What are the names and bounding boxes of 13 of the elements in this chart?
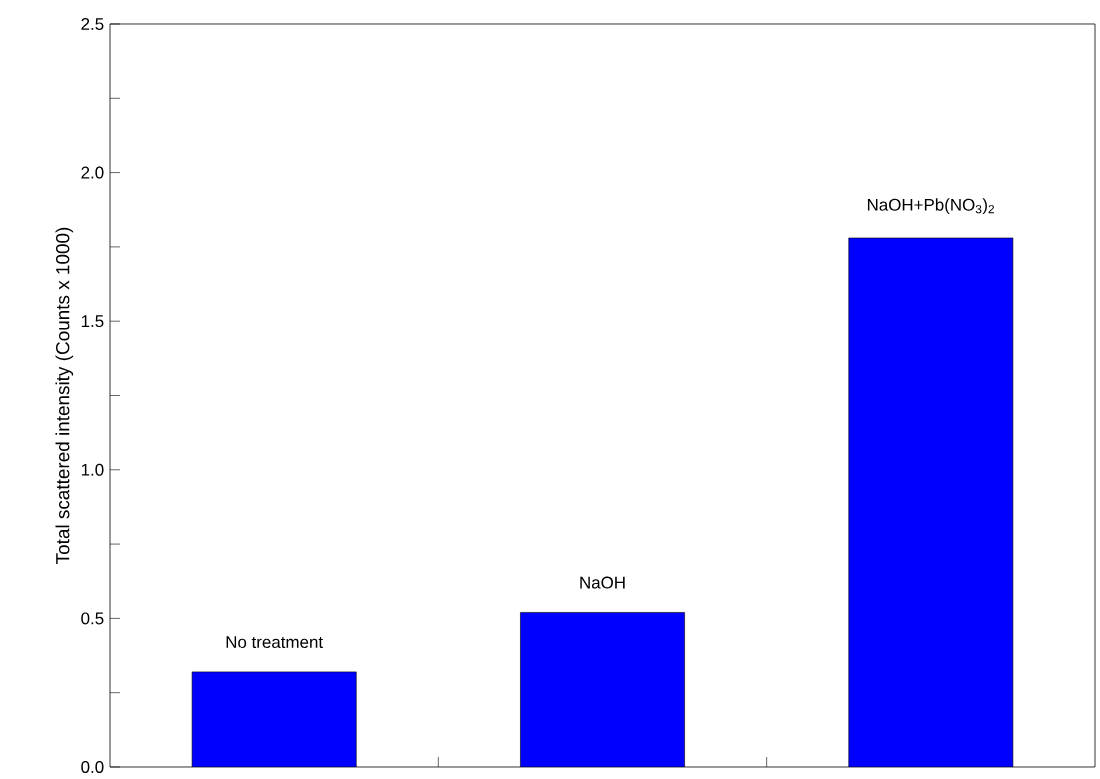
y-tick-label: 1.5 <box>81 315 104 328</box>
y-tick-label: 0.5 <box>81 612 104 625</box>
bar <box>848 237 1014 768</box>
bar <box>520 612 685 768</box>
y-tick-label: 2.0 <box>81 166 104 179</box>
y-tick-label: 0.0 <box>81 761 104 774</box>
y-tick-label: 1.0 <box>81 463 104 476</box>
y-tick-label: 2.5 <box>81 18 104 31</box>
x-tick-label: NaOH <box>580 576 625 589</box>
x-tick-label: NaOH+Pb(NO$_{3}$)$_{2}$ <box>867 198 995 215</box>
x-tick-label: No treatment <box>226 636 323 649</box>
y-axis-title: Total scattered intensity (Counts x 1000) <box>55 228 74 565</box>
bar <box>191 671 357 768</box>
